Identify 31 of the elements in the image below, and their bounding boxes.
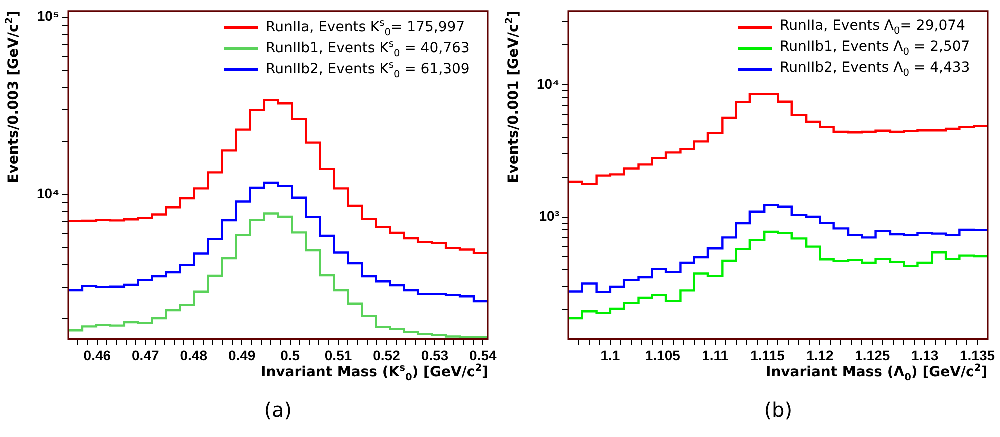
x-tick-label: 1.125 [855, 347, 890, 364]
x-axis-title: Invariant Mass (Λ$_{0}$) [GeV/c$^{2}$] [766, 363, 988, 384]
x-tick-label: 1.135 [960, 347, 996, 364]
y-tick-label: 10⁵ [37, 8, 60, 24]
x-tick-label: 0.53 [421, 347, 449, 364]
x-tick-label: 0.48 [180, 347, 208, 364]
x-tick-label: 0.46 [84, 347, 112, 364]
x-tick-label: 0.54 [470, 347, 498, 364]
legend-label: RunIIb1, Events Λ$_{0}$ = 2,507 [780, 39, 970, 58]
x-tick-label: 0.52 [373, 347, 401, 364]
x-tick-label: 1.12 [806, 347, 834, 364]
y-tick-label: 10⁴ [536, 76, 560, 92]
legend-label: RunIIb1, Events K$^{s}$$_{0}$ = 40,763 [266, 38, 470, 60]
x-tick-label: 0.5 [280, 347, 300, 364]
y-tick-label: 10⁴ [36, 185, 60, 202]
x-tick-label: 0.47 [132, 347, 160, 364]
x-tick-label: 1.13 [911, 347, 939, 364]
y-tick-label: 10³ [539, 208, 560, 224]
x-tick-label: 0.49 [228, 347, 256, 364]
x-tick-label: 1.1 [600, 347, 620, 364]
text: (b) [764, 398, 793, 422]
x-axis-title: Invariant Mass (K$^{s}$$_{0}$) [GeV/c$^{2}$] [261, 363, 488, 384]
legend-label: RunIIa, Events K$^{s}$$_{0}$= 175,997 [266, 18, 466, 38]
x-tick-label: 0.51 [324, 347, 352, 364]
text: (a) [264, 398, 292, 422]
legend-label: RunIIb2, Events K$^{s}$$_{0}$ = 61,309 [266, 60, 470, 80]
x-tick-label: 1.105 [645, 347, 681, 364]
x-tick-label: 1.115 [750, 347, 786, 364]
x-tick-label: 1.11 [702, 347, 729, 364]
legend-label: RunIIa, Events Λ$_{0}$= 29,074 [780, 18, 966, 38]
legend-label: RunIIb2, Events Λ$_{0}$ = 4,433 [780, 60, 970, 80]
